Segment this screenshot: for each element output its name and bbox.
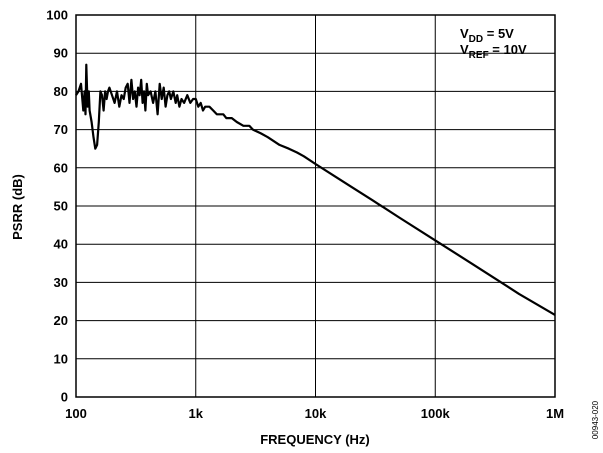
- y-tick-labels: 0 10 20 30 40 50 60 70 80 90 100: [46, 8, 68, 405]
- y-tick-label: 60: [54, 160, 68, 175]
- psrr-series-line: [75, 63, 556, 316]
- y-tick-label: 50: [54, 199, 68, 214]
- legend: VDD = 5V VREF = 10V: [460, 26, 527, 61]
- y-tick-label: 0: [61, 390, 68, 405]
- series-layer: [75, 63, 556, 316]
- legend-line-vdd: VDD = 5V: [460, 26, 514, 45]
- legend-vref-main: V: [460, 42, 469, 57]
- y-axis-title: PSRR (dB): [10, 174, 25, 240]
- x-tick-label: 100k: [421, 406, 451, 421]
- x-tick-label: 100: [65, 406, 87, 421]
- figure-id: 00943-020: [591, 400, 600, 439]
- x-tick-labels: 100 1k 10k 100k 1M: [65, 406, 564, 421]
- y-tick-label: 70: [54, 122, 68, 137]
- y-tick-label: 80: [54, 84, 68, 99]
- y-tick-label: 90: [54, 46, 68, 61]
- y-tick-label: 30: [54, 275, 68, 290]
- y-tick-label: 20: [54, 313, 68, 328]
- legend-vref-rest: = 10V: [489, 42, 527, 57]
- x-tick-label: 1k: [189, 406, 204, 421]
- plot-frame: [75, 14, 556, 398]
- y-tick-label: 10: [54, 351, 68, 366]
- legend-vdd-sub: DD: [469, 34, 483, 45]
- x-tick-label: 10k: [305, 406, 327, 421]
- legend-vdd-main: V: [460, 26, 469, 41]
- x-tick-label: 1M: [546, 406, 564, 421]
- y-tick-label: 100: [46, 8, 68, 23]
- legend-vdd-rest: = 5V: [483, 26, 514, 41]
- y-tick-label: 40: [54, 237, 68, 252]
- legend-vref-sub: REF: [469, 50, 489, 61]
- legend-line-vref: VREF = 10V: [460, 42, 527, 61]
- grid-lines: [75, 14, 556, 398]
- x-axis-title: FREQUENCY (Hz): [260, 432, 370, 447]
